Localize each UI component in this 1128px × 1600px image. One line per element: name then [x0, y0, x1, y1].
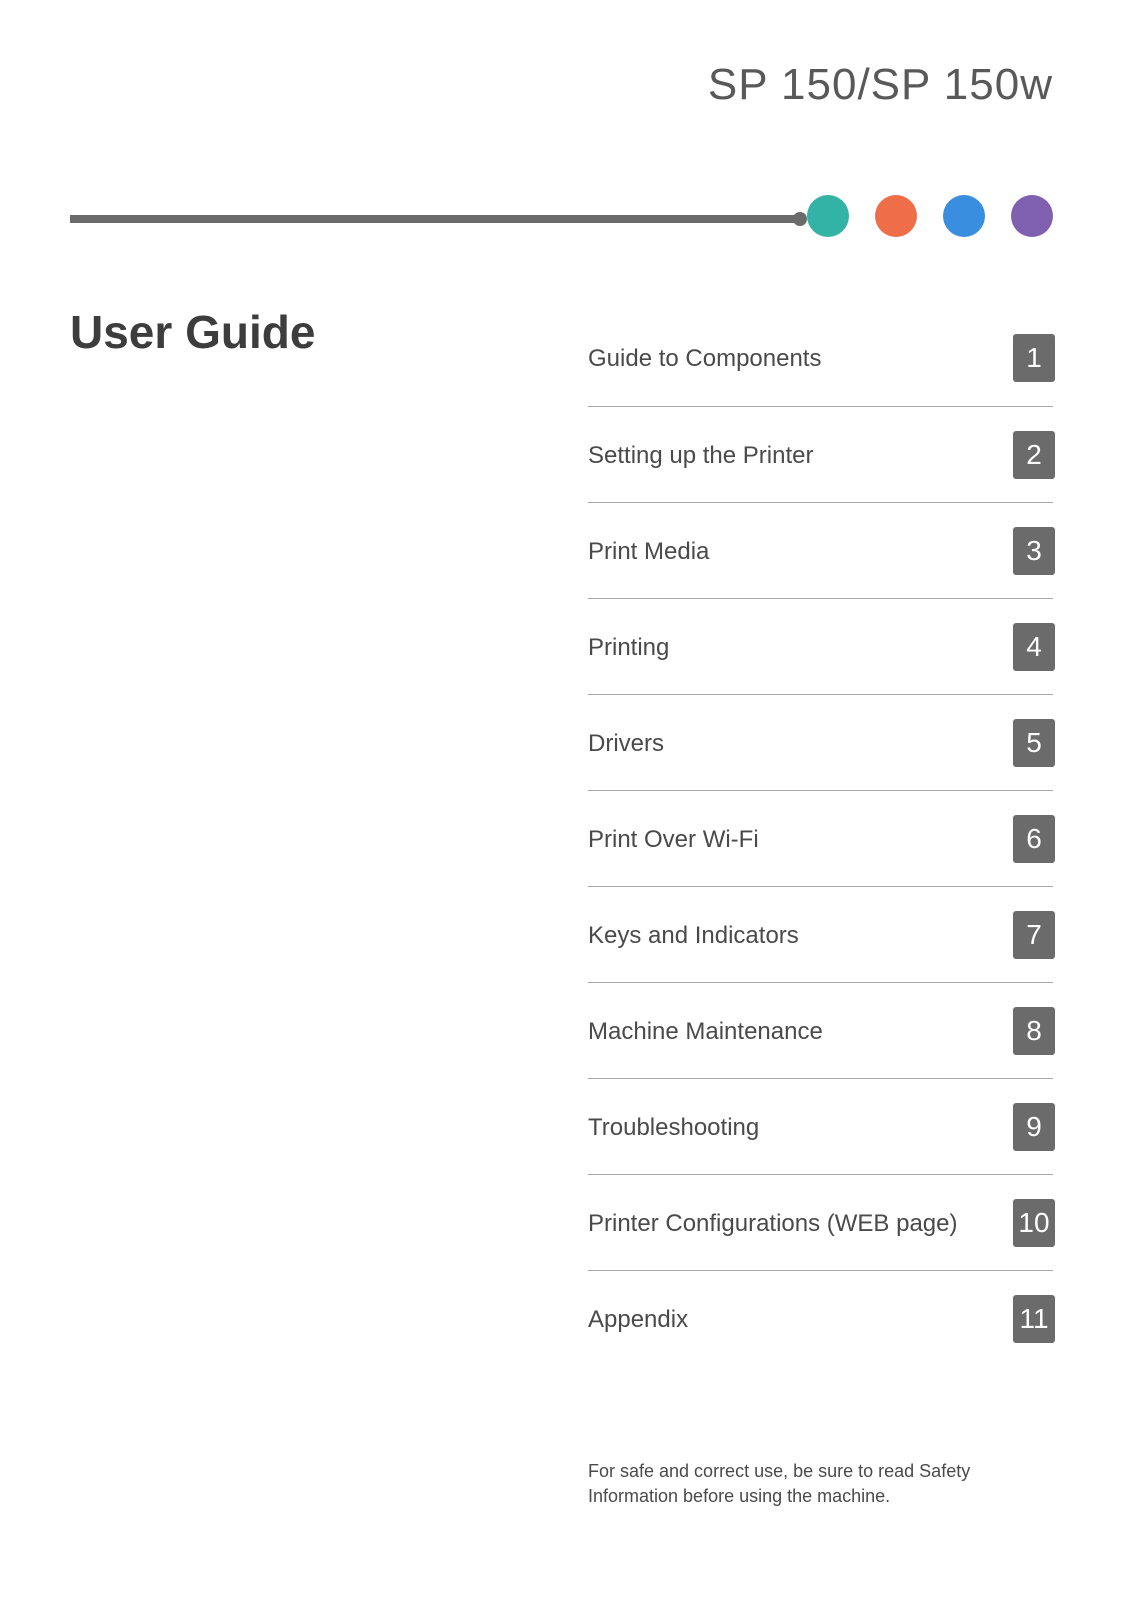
- page-title: User Guide: [70, 305, 315, 359]
- toc-number: 9: [1013, 1103, 1055, 1151]
- product-title: SP 150/SP 150w: [708, 60, 1053, 110]
- toc-label: Print Over Wi-Fi: [588, 824, 759, 854]
- toc-item[interactable]: Printing 4: [588, 598, 1053, 694]
- toc-number: 11: [1013, 1295, 1055, 1343]
- toc-item[interactable]: Printer Configurations (WEB page) 10: [588, 1174, 1053, 1270]
- toc-item[interactable]: Print Media 3: [588, 502, 1053, 598]
- toc-label: Printing: [588, 632, 669, 662]
- toc-number: 4: [1013, 623, 1055, 671]
- header-rule: [70, 215, 800, 223]
- toc-label: Printer Configurations (WEB page): [588, 1208, 958, 1238]
- toc-number: 6: [1013, 815, 1055, 863]
- toc-item[interactable]: Appendix 11: [588, 1270, 1053, 1366]
- toc-number: 10: [1013, 1199, 1055, 1247]
- toc-label: Keys and Indicators: [588, 920, 799, 950]
- toc-item[interactable]: Keys and Indicators 7: [588, 886, 1053, 982]
- toc-number: 1: [1013, 334, 1055, 382]
- toc-label: Drivers: [588, 728, 664, 758]
- toc-item[interactable]: Machine Maintenance 8: [588, 982, 1053, 1078]
- table-of-contents: Guide to Components 1 Setting up the Pri…: [588, 310, 1053, 1366]
- toc-item[interactable]: Troubleshooting 9: [588, 1078, 1053, 1174]
- toc-number: 8: [1013, 1007, 1055, 1055]
- brand-dot-2: [875, 195, 917, 237]
- toc-label: Print Media: [588, 536, 709, 566]
- brand-dot-3: [943, 195, 985, 237]
- brand-dot-4: [1011, 195, 1053, 237]
- toc-number: 7: [1013, 911, 1055, 959]
- brand-dots: [807, 195, 1053, 237]
- brand-dot-1: [807, 195, 849, 237]
- toc-number: 3: [1013, 527, 1055, 575]
- toc-label: Machine Maintenance: [588, 1016, 823, 1046]
- safety-note: For safe and correct use, be sure to rea…: [588, 1459, 1048, 1508]
- toc-item[interactable]: Setting up the Printer 2: [588, 406, 1053, 502]
- toc-number: 5: [1013, 719, 1055, 767]
- toc-label: Setting up the Printer: [588, 440, 813, 470]
- toc-item[interactable]: Drivers 5: [588, 694, 1053, 790]
- toc-label: Guide to Components: [588, 343, 821, 373]
- toc-number: 2: [1013, 431, 1055, 479]
- toc-item[interactable]: Print Over Wi-Fi 6: [588, 790, 1053, 886]
- toc-item[interactable]: Guide to Components 1: [588, 310, 1053, 406]
- toc-label: Troubleshooting: [588, 1112, 759, 1142]
- toc-label: Appendix: [588, 1304, 688, 1334]
